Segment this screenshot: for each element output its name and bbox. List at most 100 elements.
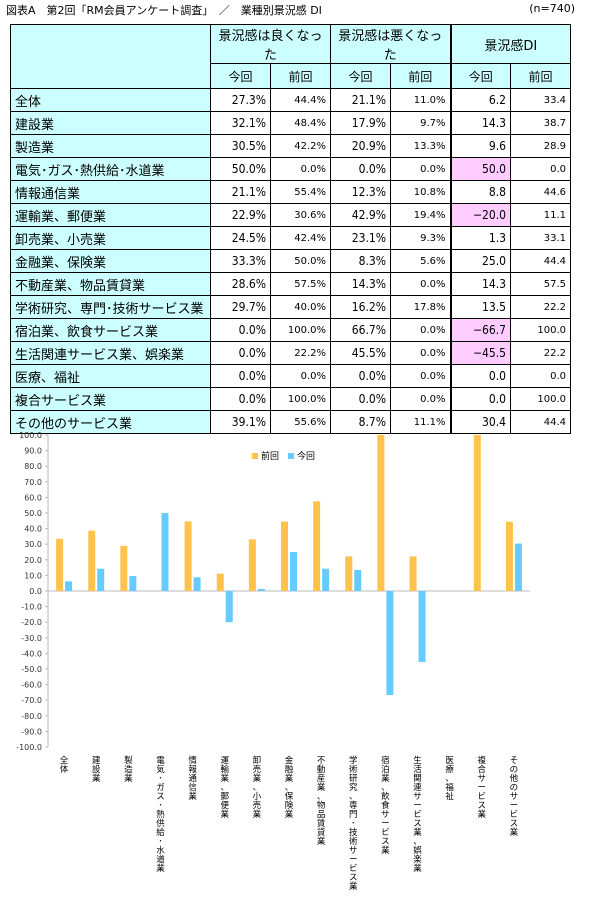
bar-previous	[88, 530, 96, 591]
bar-current	[129, 576, 137, 591]
di-current-value: 8.8	[449, 180, 512, 204]
y-tick-label: 10.0	[24, 571, 42, 580]
di-previous-value: 100.0	[510, 318, 572, 342]
di-bar-chart: -100.0 -90.0 -80.0 -70.0 -60.0 -50.0 -40.0 -30.…	[16, 431, 530, 892]
bad-current-value: 23.1%	[330, 226, 392, 250]
bar-previous	[313, 501, 321, 591]
di-previous-value: 44.4	[510, 410, 572, 434]
bad-current-value: 8.7%	[330, 410, 392, 434]
row-label: 建設業	[10, 111, 211, 135]
y-tick-label: -80.0	[21, 712, 42, 721]
good-previous-value: 30.6%	[269, 203, 332, 227]
bar-previous	[248, 539, 256, 591]
good-current-value: 28.6%	[210, 272, 271, 296]
bad-previous-value: 13.3%	[390, 134, 452, 158]
bar-previous	[56, 538, 64, 591]
di-previous-value: 38.7	[510, 111, 572, 135]
di-current-value: 9.6	[449, 134, 512, 158]
bar-current	[354, 569, 362, 591]
good-previous-value: 44.4%	[269, 88, 332, 112]
corner-cell	[10, 24, 211, 89]
header-good-current: 今回	[210, 63, 271, 89]
di-previous-value: 44.6	[510, 180, 572, 204]
table-row: 情報通信業 21.1% 55.4% 12.3% 10.8% 8.8 44.6	[10, 180, 572, 204]
row-label: 複合サービス業	[10, 387, 211, 411]
bar-previous	[120, 545, 128, 591]
bad-previous-value: 0.0%	[390, 318, 452, 342]
table-row: 卸売業、小売業 24.5% 42.4% 23.1% 9.3% 1.3 33.1	[10, 226, 572, 250]
good-current-value: 0.0%	[210, 318, 271, 342]
y-tick-label: -30.0	[21, 634, 42, 643]
bad-previous-value: 5.6%	[390, 249, 452, 273]
bar-current	[418, 591, 426, 662]
good-previous-value: 50.0%	[269, 249, 332, 273]
di-current-value: −66.7	[449, 318, 512, 342]
di-current-value: 13.5	[449, 295, 512, 319]
bad-previous-value: 9.7%	[390, 111, 452, 135]
bad-current-value: 14.3%	[330, 272, 392, 296]
y-tick-label: 40.0	[24, 525, 42, 534]
di-current-value: 6.2	[449, 88, 512, 112]
di-previous-value: 0.0	[510, 157, 572, 181]
bad-current-value: 45.5%	[330, 341, 392, 365]
x-category-label: 宿泊業、飲食サービス業	[381, 755, 390, 856]
bar-previous	[345, 556, 353, 591]
good-previous-value: 0.0%	[269, 364, 332, 388]
y-tick-label: 20.0	[24, 556, 42, 565]
good-current-value: 0.0%	[210, 341, 271, 365]
bar-previous	[409, 556, 417, 591]
header-di: 景況感DI	[449, 24, 572, 64]
x-category-label: 金融業、保険業	[285, 755, 294, 820]
x-category-label: 運輸業、郵便業	[220, 756, 229, 820]
good-current-value: 33.3%	[210, 249, 271, 273]
di-previous-value: 11.1	[510, 203, 572, 227]
bar-previous	[377, 435, 385, 591]
row-label: 全体	[10, 88, 211, 112]
di-previous-value: 33.4	[510, 88, 572, 112]
good-current-value: 0.0%	[210, 364, 271, 388]
legend-swatch	[252, 453, 258, 459]
bar-current	[514, 543, 522, 591]
y-tick-label: 90.0	[24, 447, 42, 456]
table-row: 運輸業、郵便業 22.9% 30.6% 42.9% 19.4% −20.0 11.1	[10, 203, 572, 227]
good-previous-value: 57.5%	[269, 272, 332, 296]
row-label: 情報通信業	[10, 180, 211, 204]
good-current-value: 30.5%	[210, 134, 271, 158]
di-table: 景況感は良くなった 景況感は悪くなった 景況感DI 今回 前回 今回 前回 今回…	[10, 24, 572, 434]
bad-current-value: 0.0%	[330, 157, 392, 181]
x-category-label: その他のサービス業	[510, 756, 519, 838]
row-label: 卸売業、小売業	[10, 226, 211, 250]
header-bad-previous: 前回	[390, 63, 452, 89]
good-current-value: 27.3%	[210, 88, 271, 112]
x-category-label: 全体	[60, 755, 69, 775]
row-label: 学術研究、専門･技術サービス業	[10, 295, 211, 319]
row-label: 生活関連サービス業、娯楽業	[10, 341, 211, 365]
good-current-value: 0.0%	[210, 387, 271, 411]
bad-current-value: 20.9%	[330, 134, 392, 158]
di-current-value: 1.3	[449, 226, 512, 250]
good-previous-value: 0.0%	[269, 157, 332, 181]
bad-previous-value: 11.1%	[390, 410, 452, 434]
bad-current-value: 17.9%	[330, 111, 392, 135]
row-label: 医療、福祉	[10, 364, 211, 388]
x-category-label: 卸売業、小売業	[253, 755, 262, 820]
di-current-value: 0.0	[449, 364, 512, 388]
y-tick-label: -60.0	[21, 681, 42, 690]
x-category-label: 生活関連サービス業、娯楽業	[413, 755, 422, 874]
bar-previous	[184, 521, 192, 591]
table-row: 生活関連サービス業、娯楽業 0.0% 22.2% 45.5% 0.0% −45.5 22.2	[10, 341, 572, 365]
good-current-value: 24.5%	[210, 226, 271, 250]
good-previous-value: 42.2%	[269, 134, 332, 158]
y-tick-label: -20.0	[21, 618, 42, 627]
legend-swatch	[288, 453, 294, 459]
di-current-value: 25.0	[449, 249, 512, 273]
row-label: 宿泊業、飲食サービス業	[10, 318, 211, 342]
bad-current-value: 0.0%	[330, 387, 392, 411]
bad-previous-value: 9.3%	[390, 226, 452, 250]
good-previous-value: 100.0%	[269, 387, 332, 411]
bar-current	[97, 568, 105, 591]
bar-previous	[505, 521, 513, 591]
y-tick-label: -40.0	[21, 649, 42, 658]
legend-label: 前回	[261, 450, 279, 462]
y-tick-label: 60.0	[24, 493, 42, 502]
